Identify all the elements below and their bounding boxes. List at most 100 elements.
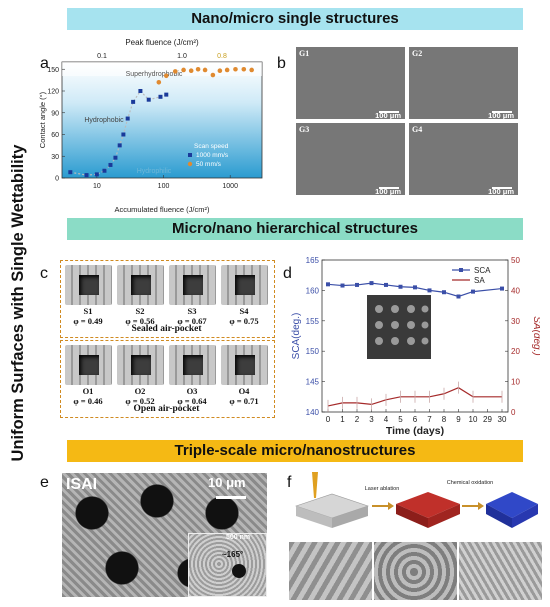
panel-letter-d: d (283, 265, 292, 282)
banner-bottom: Triple-scale micro/nanostructures (67, 440, 523, 462)
chart-a-point-1000 (158, 94, 163, 99)
chart-d-xtick-label: 0 (326, 415, 331, 424)
chart-a-point-1000 (108, 162, 113, 167)
pore-phi: φ = 0.49 (73, 316, 103, 326)
sem-image-g3: G3 100 μm (296, 123, 405, 195)
chart-a-point-1000 (84, 173, 89, 178)
pore-phi: φ = 0.56 (125, 316, 155, 326)
scale-bar-label: 100 μm (375, 111, 401, 119)
isai-inset-scale: 500 nm (226, 534, 251, 541)
chart-d-ytick-label: 150 (306, 347, 320, 356)
sem-label: G2 (412, 49, 423, 58)
pore-image-o4 (221, 345, 268, 385)
chart-d-xtick-label: 3 (369, 415, 374, 424)
chart-d-sca-point (355, 282, 359, 287)
chart-d-y2tick-label: 10 (511, 378, 520, 387)
pore-name: O2 (134, 386, 146, 396)
chart-a-point-50 (202, 67, 208, 73)
chart-a-ytick-label: 90 (51, 110, 59, 117)
laser-beam-icon (312, 472, 318, 498)
scale-bar-label: 100 μm (488, 111, 514, 119)
chart-a-point-1000 (117, 143, 122, 148)
chart-a-point-1000 (164, 92, 169, 97)
pore-name: S1 (83, 306, 93, 316)
chart-a-point-50 (249, 67, 254, 73)
chart-a-ylabel: Contact angle (°) (38, 91, 47, 148)
scale-bar-label: 100 μm (375, 187, 401, 195)
chart-d-xlabel: Time (days) (386, 425, 444, 437)
pore-name: S3 (187, 306, 197, 316)
chart-d-sca-point (369, 281, 374, 286)
pore-phi: φ = 0.64 (177, 396, 207, 406)
pore-image-s4 (221, 265, 268, 305)
sealed-caption: Sealed air-pocket (131, 324, 202, 334)
chart-d-ytick-label: 160 (306, 286, 320, 295)
panel-letter-f: f (287, 474, 292, 491)
chart-a-point-50 (172, 69, 178, 74)
chart-d-y2tick-label: 50 (511, 256, 520, 265)
chart-a-point-1000 (131, 99, 136, 104)
chart-a-legend-item: 1000 mm/s (196, 152, 229, 159)
pore-phi: φ = 0.67 (177, 316, 207, 326)
chart-a-point-50 (224, 67, 230, 73)
pore-phi: φ = 0.75 (229, 316, 259, 326)
chart-a-legend-title: Scan speed (194, 143, 229, 150)
chart-a-region-label: Hydrophobic (84, 117, 124, 124)
chart-d-sca-point (427, 288, 432, 293)
chart-a-point-50 (188, 68, 194, 73)
sem-strip-3 (459, 542, 542, 600)
chart-a-top-tick: 0.1 (97, 53, 107, 60)
chart-d-sca-line (327, 282, 503, 298)
chart-a-point-1000 (68, 170, 73, 175)
chart-d-ytick-label: 165 (306, 256, 320, 265)
chart-d-xtick-label: 1 (340, 415, 345, 424)
ablated-array (396, 492, 460, 518)
chart-a: Peak fluence (J/cm²) 0.1 1.0 0.8 Contact… (38, 38, 263, 214)
chart-d-sca-point (471, 289, 475, 294)
chart-a-legend-marker-1000 (188, 153, 192, 157)
chart-a-point-1000 (113, 155, 118, 160)
panel-letter-e: e (40, 474, 49, 491)
chart-d-sca-point (340, 283, 345, 288)
chart-a-point-50 (156, 80, 162, 85)
chart-a-top-tick: 0.8 (217, 53, 227, 60)
chart-a-legend-marker-50 (187, 161, 193, 167)
panel-letter-b: b (277, 55, 286, 72)
chart-a-xtick-label: 1000 (222, 183, 238, 190)
pore-image-o3 (169, 345, 216, 385)
sem-label: G1 (299, 49, 310, 58)
sem-label: G4 (412, 125, 423, 134)
pore-name: O3 (186, 386, 198, 396)
chart-a-ytick-label: 60 (51, 132, 59, 139)
chart-a-point-50 (210, 72, 216, 78)
sem-image-g2: G2 100 μm (409, 47, 518, 119)
pore-image-s2 (117, 265, 164, 305)
chart-a-xtick-label: 100 (158, 183, 170, 190)
chart-a-xlabel: Accumulated fluence (J/cm²) (114, 205, 210, 214)
chart-d-legend-sca-marker (459, 268, 463, 272)
open-caption: Open air-pocket (133, 404, 200, 414)
chart-d-xtick-label: 6 (413, 415, 418, 424)
sem-label: G3 (299, 125, 310, 134)
chart-d-xtick-label: 29 (483, 415, 492, 424)
sealed-air-pocket-group (60, 260, 275, 338)
chart-d-xtick-label: 4 (384, 415, 389, 424)
pore-name: S4 (239, 306, 249, 316)
isai-scale-label: 10 μm (208, 475, 246, 490)
banner-top: Nano/micro single structures (67, 8, 523, 30)
banner-mid: Micro/nano hierarchical structures (67, 218, 523, 240)
chart-a-point-1000 (125, 116, 130, 121)
scale-bar (379, 187, 399, 189)
chart-a-top-tick: 1.0 (177, 53, 187, 60)
pore-phi: φ = 0.46 (73, 396, 103, 406)
chart-d-y2tick-label: 20 (511, 347, 520, 356)
chart-a-point-50 (217, 68, 223, 73)
chart-d-y2tick-label: 30 (511, 317, 520, 326)
pore-image-o1 (65, 345, 112, 385)
pore-image-s3 (169, 265, 216, 305)
pore-name: O1 (82, 386, 94, 396)
chart-a-point-1000 (102, 168, 107, 173)
chart-d-ylabel: SCA(deg.) (291, 313, 302, 360)
step-label-oxidation: Chemical oxidation (447, 480, 493, 486)
